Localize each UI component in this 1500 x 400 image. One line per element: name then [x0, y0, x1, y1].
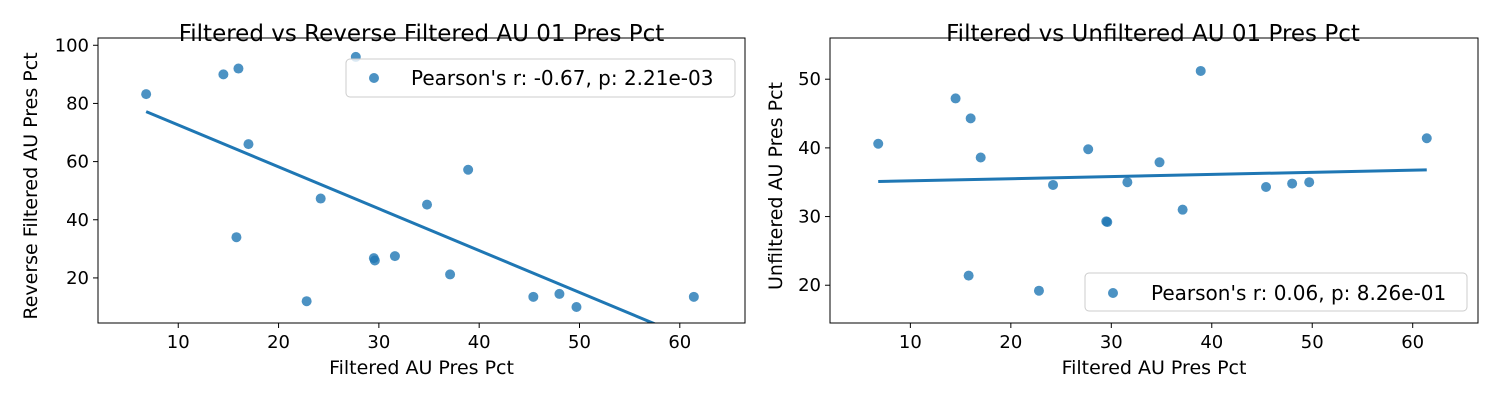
- data-point: [963, 270, 974, 281]
- data-point: [301, 296, 312, 307]
- x-axis-ticks: 10 20 30 40 50 60: [167, 323, 691, 353]
- y-axis-label: Unfiltered AU Pres Pct: [765, 82, 787, 290]
- legend-box: [1084, 272, 1468, 312]
- data-point: [1287, 178, 1298, 189]
- data-point: [1033, 285, 1044, 296]
- data-point: [975, 152, 986, 163]
- x-tick-label: 50: [568, 332, 591, 353]
- x-tick-label: 60: [1401, 332, 1424, 353]
- y-axis-ticks: 20 30 40 50: [798, 69, 830, 296]
- data-point: [688, 291, 699, 302]
- data-point: [528, 291, 539, 302]
- x-tick-label: 30: [1100, 332, 1123, 353]
- y-tick-label: 100: [55, 35, 89, 56]
- data-point: [369, 255, 380, 266]
- y-tick-label: 30: [798, 207, 821, 228]
- data-point: [231, 232, 242, 243]
- x-tick-label: 40: [468, 332, 491, 353]
- legend-box: [345, 58, 736, 98]
- plot-area: [873, 65, 1432, 296]
- data-point: [554, 288, 565, 299]
- data-point: [315, 193, 326, 204]
- legend: Pearson's r: -0.67, p: 2.21e-03: [345, 58, 736, 98]
- axes-frame: [829, 37, 1479, 324]
- axes-frame: [97, 37, 746, 324]
- data-point: [873, 138, 884, 149]
- x-tick-label: 10: [899, 332, 922, 353]
- y-axis-ticks: 20 40 60 80 100: [55, 35, 98, 289]
- legend: Pearson's r: 0.06, p: 8.26e-01: [1084, 272, 1468, 312]
- data-point: [571, 302, 582, 313]
- data-point: [218, 69, 229, 80]
- data-point: [463, 164, 474, 175]
- chart-reverse-filtered: Filtered vs Reverse Filtered AU 01 Pres …: [20, 21, 746, 379]
- legend-marker: [1108, 288, 1118, 298]
- plot-area: [141, 51, 699, 323]
- data-point: [243, 139, 254, 150]
- data-point: [389, 251, 400, 262]
- data-point: [965, 113, 976, 124]
- data-point: [1154, 157, 1165, 168]
- y-tick-label: 20: [798, 275, 821, 296]
- legend-marker: [369, 73, 379, 83]
- x-tick-label: 50: [1301, 332, 1324, 353]
- chart-unfiltered: Filtered vs Unfiltered AU 01 Pres Pct 10…: [765, 21, 1479, 379]
- data-point: [1122, 177, 1133, 188]
- x-tick-label: 30: [367, 332, 390, 353]
- y-tick-label: 80: [66, 93, 89, 114]
- data-point: [141, 89, 152, 100]
- data-point: [1083, 144, 1094, 155]
- y-tick-label: 40: [66, 210, 89, 231]
- data-point: [233, 63, 244, 74]
- x-tick-label: 20: [267, 332, 290, 353]
- data-point: [1177, 204, 1188, 215]
- x-tick-label: 60: [668, 332, 691, 353]
- x-tick-label: 20: [999, 332, 1022, 353]
- x-axis-label: Filtered AU Pres Pct: [1062, 357, 1247, 379]
- y-tick-label: 50: [798, 69, 821, 90]
- data-point: [422, 199, 433, 210]
- y-axis-label: Reverse Filtered AU Pres Pct: [20, 52, 42, 319]
- y-tick-label: 20: [66, 268, 89, 289]
- y-tick-label: 60: [66, 152, 89, 173]
- data-point: [1195, 65, 1206, 76]
- regression-line: [878, 168, 1427, 184]
- data-point: [950, 93, 961, 104]
- data-point: [1421, 133, 1432, 144]
- x-axis-ticks: 10 20 30 40 50 60: [899, 323, 1424, 353]
- regression-line: [145, 110, 657, 323]
- legend-label: Pearson's r: 0.06, p: 8.26e-01: [1151, 281, 1446, 305]
- data-point: [1048, 179, 1059, 190]
- data-point: [1261, 182, 1272, 193]
- legend-label: Pearson's r: -0.67, p: 2.21e-03: [411, 66, 713, 90]
- x-axis-label: Filtered AU Pres Pct: [329, 357, 514, 379]
- chart-title: Filtered vs Reverse Filtered AU 01 Pres …: [179, 21, 665, 47]
- data-point: [1102, 217, 1113, 228]
- x-tick-label: 10: [167, 332, 190, 353]
- data-point: [445, 269, 456, 280]
- y-tick-label: 40: [798, 138, 821, 159]
- x-tick-label: 40: [1200, 332, 1223, 353]
- chart-title: Filtered vs Unfiltered AU 01 Pres Pct: [946, 21, 1360, 47]
- data-point: [1304, 177, 1315, 188]
